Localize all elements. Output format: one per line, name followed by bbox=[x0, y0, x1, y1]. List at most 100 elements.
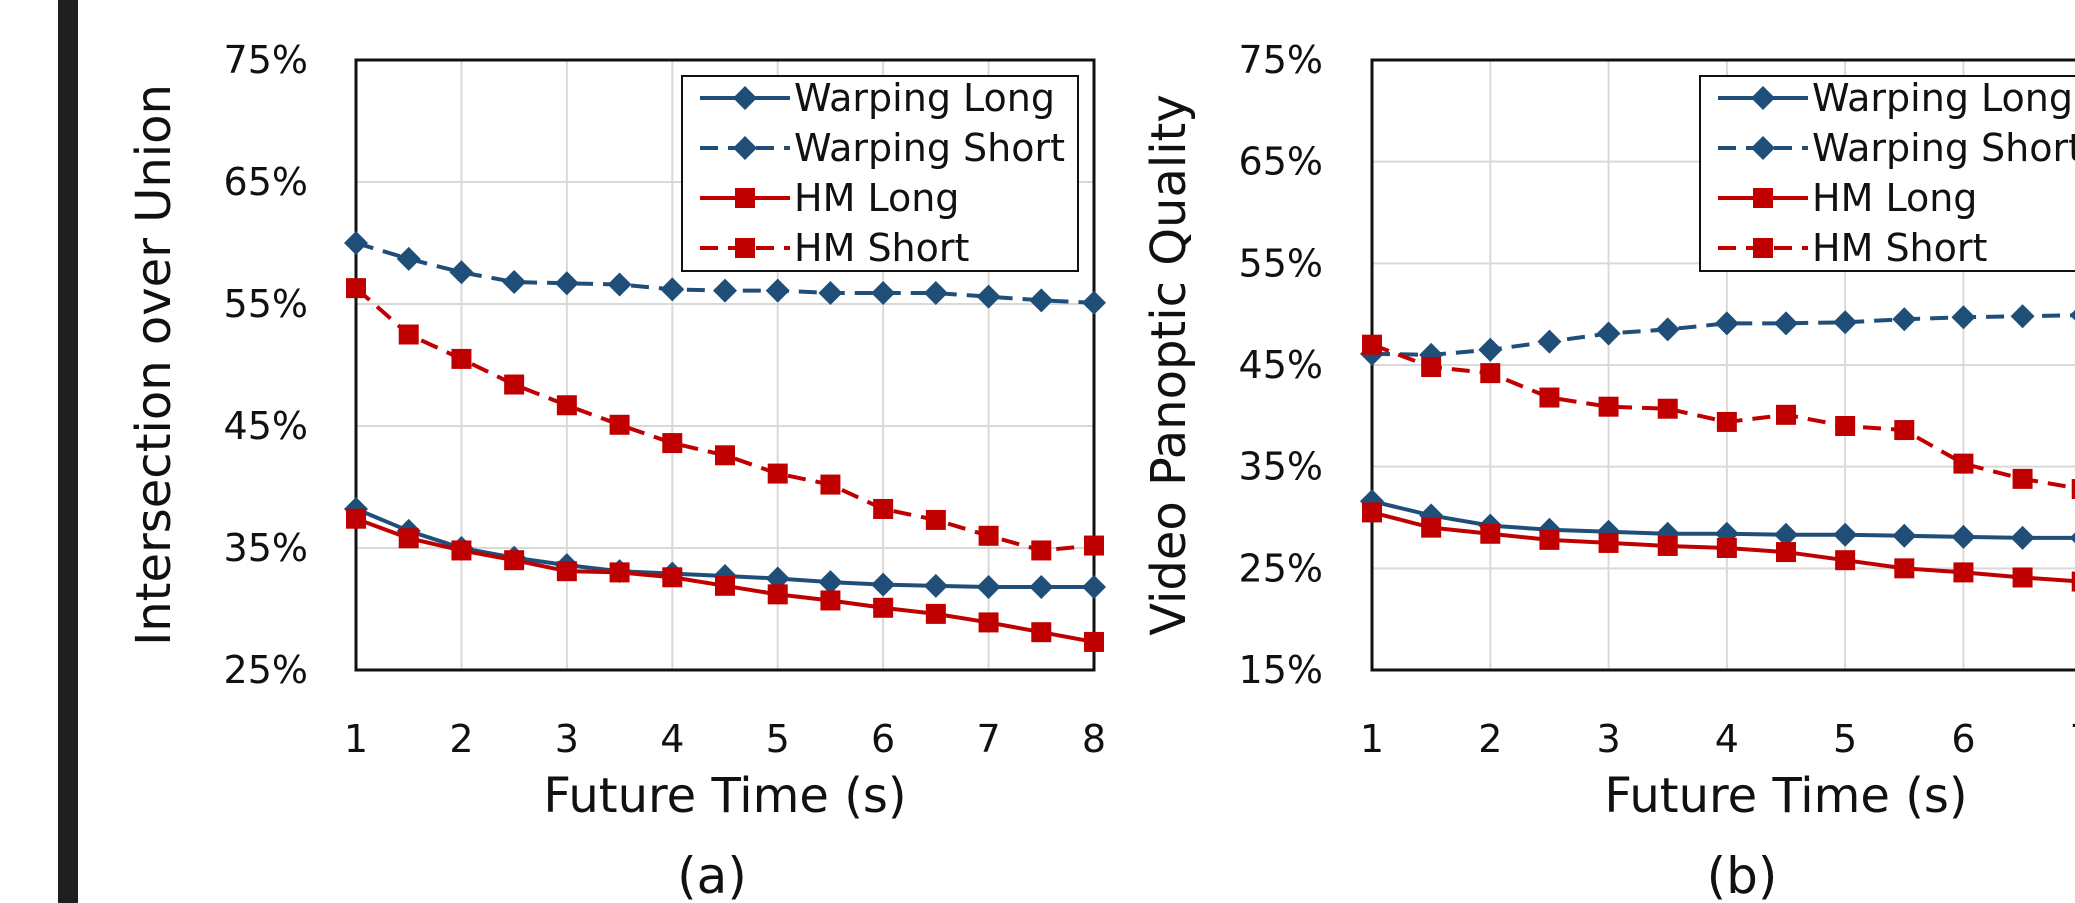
series-warping-short bbox=[344, 231, 1106, 315]
y-tick-label: 35% bbox=[1239, 445, 1323, 489]
series-group bbox=[344, 231, 1106, 652]
data-point bbox=[820, 590, 841, 611]
data-point bbox=[1031, 622, 1052, 643]
data-point bbox=[2069, 532, 2075, 544]
x-tick-label: 5 bbox=[766, 717, 790, 761]
legend-entry: HM Long bbox=[700, 176, 959, 220]
data-point bbox=[1537, 329, 1562, 354]
legend-marker bbox=[733, 136, 757, 160]
y-tick-label: 25% bbox=[224, 648, 308, 692]
data-point bbox=[767, 584, 788, 605]
series-group bbox=[1360, 304, 2075, 592]
legend-entry: Warping Long bbox=[700, 76, 1055, 120]
series-hm-long bbox=[346, 508, 1104, 652]
y-axis-label: Video Panoptic Quality bbox=[1141, 94, 1197, 636]
series-hm-long bbox=[1362, 502, 2075, 592]
data-point bbox=[1892, 523, 1917, 548]
data-point bbox=[1082, 290, 1106, 315]
data-point bbox=[818, 281, 843, 306]
data-point bbox=[1835, 416, 1856, 436]
data-point bbox=[925, 603, 946, 624]
data-point bbox=[1833, 522, 1858, 547]
data-point bbox=[715, 575, 735, 596]
data-point bbox=[1714, 311, 1739, 336]
panel-label: (b) bbox=[1707, 847, 1778, 903]
data-point bbox=[1539, 529, 1560, 550]
y-tick-label: 45% bbox=[224, 404, 308, 448]
data-point bbox=[1031, 540, 1052, 561]
data-point bbox=[1598, 532, 1619, 553]
data-point bbox=[1835, 550, 1856, 571]
data-point bbox=[1953, 453, 1974, 474]
data-point bbox=[1480, 363, 1501, 384]
plot-area-border bbox=[354, 58, 1096, 672]
data-point bbox=[1774, 522, 1798, 547]
data-point bbox=[1029, 575, 1054, 600]
data-point bbox=[398, 324, 419, 345]
data-point bbox=[504, 374, 525, 395]
data-point bbox=[660, 277, 685, 302]
data-point bbox=[715, 445, 735, 466]
data-point bbox=[873, 597, 894, 618]
data-point bbox=[871, 281, 896, 306]
y-tick-label: 55% bbox=[1239, 241, 1323, 285]
legend-marker bbox=[735, 238, 755, 258]
x-tick-label: 2 bbox=[449, 717, 473, 761]
data-point bbox=[925, 509, 946, 530]
data-point bbox=[767, 463, 788, 484]
data-point bbox=[396, 246, 421, 271]
legend: Warping Long Warping Short HM Long HM Short bbox=[681, 75, 1079, 272]
data-point bbox=[2071, 571, 2075, 592]
legend-marker bbox=[1753, 188, 1773, 208]
y-tick-label: 65% bbox=[1239, 140, 1323, 184]
data-point bbox=[1776, 404, 1796, 425]
data-point bbox=[1598, 396, 1619, 417]
x-tick-label: 5 bbox=[1833, 717, 1857, 761]
series-warping-short bbox=[1360, 304, 2075, 367]
data-point bbox=[820, 474, 841, 495]
legend-marker bbox=[1751, 136, 1775, 160]
data-point bbox=[1655, 317, 1680, 342]
y-axis-label: Intersection over Union bbox=[126, 84, 182, 646]
data-point bbox=[1421, 357, 1442, 378]
x-axis-label: Future Time (s) bbox=[1604, 768, 1967, 824]
legend-label: Warping Long bbox=[794, 76, 1055, 120]
data-point bbox=[765, 278, 790, 303]
y-tick-label: 15% bbox=[1239, 648, 1323, 692]
data-point bbox=[398, 528, 419, 549]
legend-entry: Warping Short bbox=[1718, 126, 2075, 170]
data-point bbox=[1478, 337, 1503, 362]
y-tick-label: 35% bbox=[224, 526, 308, 570]
legend-label: HM Short bbox=[1812, 226, 1987, 270]
y-tick-label: 65% bbox=[224, 160, 308, 204]
x-tick-label: 4 bbox=[660, 717, 684, 761]
series-line bbox=[354, 286, 1095, 553]
chart-panel-0: 25% 35% 45% 55% 65% 75% 1 2 3 4 5 6 7 8 Future Time (s… bbox=[126, 38, 1106, 903]
data-point bbox=[504, 550, 525, 571]
x-tick-label: 7 bbox=[2070, 717, 2075, 761]
legend-entry: HM Long bbox=[1718, 176, 1977, 220]
data-point bbox=[1953, 562, 1974, 583]
x-tick-label: 2 bbox=[1478, 717, 1502, 761]
legend-marker bbox=[735, 188, 755, 208]
data-point bbox=[1596, 321, 1621, 346]
legend-entry: Warping Short bbox=[700, 126, 1065, 170]
legend-label: HM Long bbox=[1812, 176, 1977, 220]
data-point bbox=[2012, 567, 2033, 588]
data-point bbox=[346, 508, 366, 529]
data-point bbox=[556, 395, 577, 416]
legend-label: Warping Short bbox=[794, 126, 1065, 170]
x-tick-label: 3 bbox=[555, 717, 579, 761]
data-point bbox=[451, 348, 472, 369]
data-point bbox=[1892, 307, 1917, 332]
data-point bbox=[923, 281, 948, 306]
data-point bbox=[554, 271, 579, 296]
x-tick-label: 4 bbox=[1715, 717, 1739, 761]
data-point bbox=[1029, 288, 1054, 313]
data-point bbox=[662, 433, 683, 454]
x-tick-label: 3 bbox=[1596, 717, 1620, 761]
series-hm-short bbox=[1362, 334, 2075, 500]
data-point bbox=[871, 572, 896, 597]
data-point bbox=[1716, 411, 1737, 432]
